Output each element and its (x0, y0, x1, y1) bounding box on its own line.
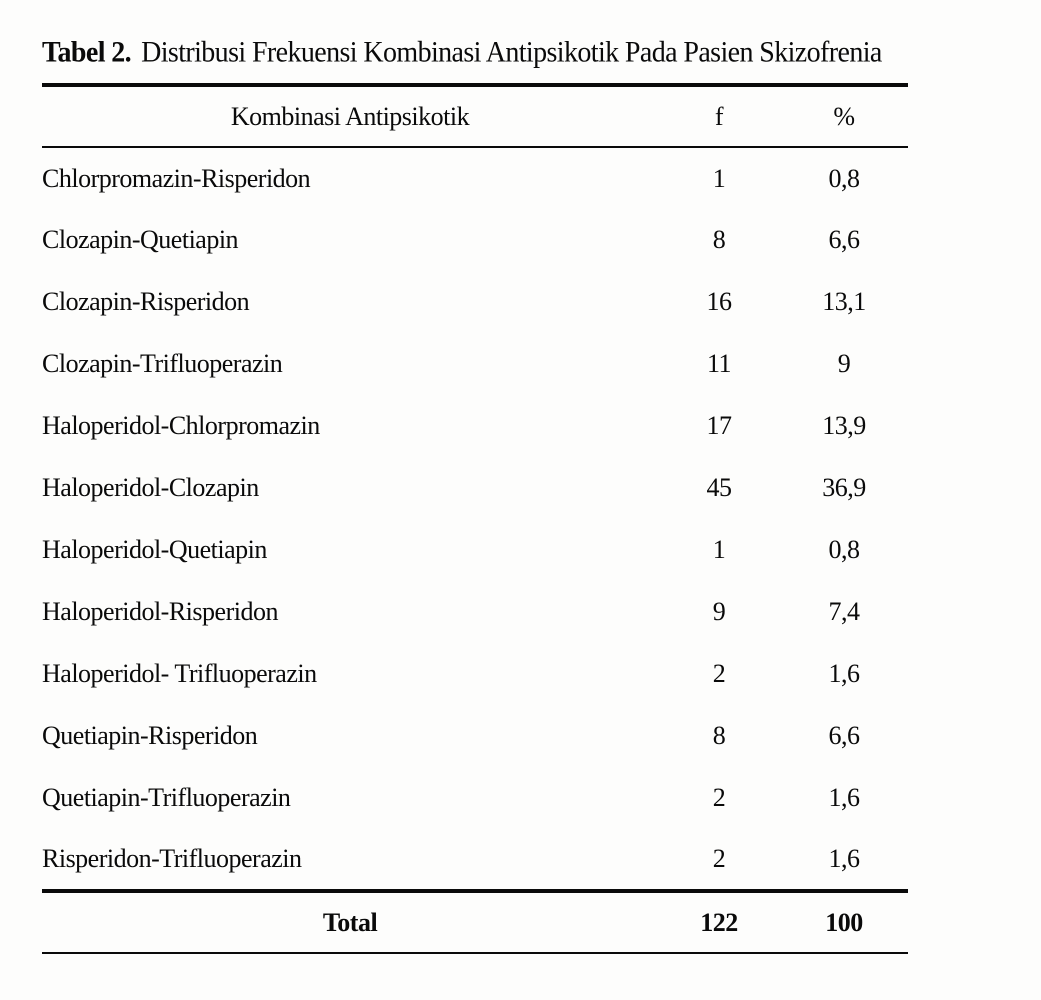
table-row: Chlorpromazin-Risperidon 1 0,8 (42, 147, 908, 209)
combination-cell: Haloperidol-Clozapin (42, 473, 259, 502)
percent-cell: 7,4 (828, 597, 861, 626)
percent-cell: 9 (837, 349, 851, 378)
frequency-cell: 2 (712, 783, 726, 812)
total-percent-cell: 100 (825, 907, 863, 937)
combination-cell: Clozapin-Trifluoperazin (42, 349, 283, 378)
frequency-cell: 45 (706, 473, 733, 502)
column-header-percent: % (833, 101, 855, 131)
frequency-cell: 11 (706, 349, 732, 378)
frequency-cell: 17 (706, 411, 733, 440)
table-row: Haloperidol- Trifluoperazin 2 1,6 (42, 643, 908, 705)
combination-cell: Haloperidol-Chlorpromazin (42, 411, 320, 440)
column-header-frequency: f (714, 101, 724, 131)
table-caption-label: Tabel 2. (42, 36, 132, 69)
percent-cell: 6,6 (828, 721, 861, 750)
frequency-cell: 2 (712, 659, 726, 688)
table-row: Haloperidol-Quetiapin 1 0,8 (42, 519, 908, 581)
column-header-combination: Kombinasi Antipsikotik (230, 101, 470, 131)
combination-cell: Quetiapin-Risperidon (42, 721, 258, 750)
table-row: Clozapin-Quetiapin 8 6,6 (42, 209, 908, 271)
frequency-cell: 9 (712, 597, 726, 626)
total-row: Total 122 100 (42, 891, 908, 953)
frequency-cell: 16 (706, 287, 733, 316)
combination-cell: Chlorpromazin-Risperidon (42, 163, 311, 193)
frequency-cell: 8 (712, 721, 726, 750)
frequency-cell: 8 (712, 225, 726, 254)
table-row: Haloperidol-Risperidon 9 7,4 (42, 581, 908, 643)
combination-cell: Haloperidol-Quetiapin (42, 535, 267, 564)
percent-cell: 0,8 (828, 535, 861, 564)
combination-cell: Quetiapin-Trifluoperazin (42, 783, 291, 812)
table-row: Haloperidol-Chlorpromazin 17 13,9 (42, 395, 908, 457)
table-row: Quetiapin-Trifluoperazin 2 1,6 (42, 767, 908, 829)
percent-cell: 6,6 (828, 225, 861, 254)
total-frequency-cell: 122 (700, 907, 738, 937)
percent-cell: 0,8 (828, 163, 861, 193)
percent-cell: 1,6 (828, 783, 861, 812)
frequency-table: Kombinasi Antipsikotik f % Chlorpromazin… (42, 83, 908, 954)
table-row: Risperidon-Trifluoperazin 2 1,6 (42, 829, 908, 891)
header-row: Kombinasi Antipsikotik f % (42, 85, 908, 147)
table-row: Clozapin-Trifluoperazin 11 9 (42, 333, 908, 395)
combination-cell: Risperidon-Trifluoperazin (42, 844, 302, 873)
combination-cell: Haloperidol-Risperidon (42, 597, 278, 626)
total-label-cell: Total (322, 907, 378, 937)
frequency-cell: 1 (712, 163, 726, 193)
percent-cell: 36,9 (822, 473, 866, 502)
percent-cell: 13,9 (822, 411, 866, 440)
table-row: Haloperidol-Clozapin 45 36,9 (42, 457, 908, 519)
frequency-cell: 1 (712, 535, 726, 564)
combination-cell: Clozapin-Risperidon (42, 287, 250, 316)
percent-cell: 1,6 (828, 844, 861, 873)
combination-cell: Clozapin-Quetiapin (42, 225, 239, 254)
table-caption: Tabel 2. Distribusi Frekuensi Kombinasi A… (42, 36, 1041, 70)
combination-cell: Haloperidol- Trifluoperazin (42, 659, 317, 688)
table-caption-text: Distribusi Frekuensi Kombinasi Antipsiko… (141, 36, 882, 69)
percent-cell: 13,1 (822, 287, 866, 316)
frequency-cell: 2 (712, 844, 726, 873)
percent-cell: 1,6 (828, 659, 861, 688)
table-row: Clozapin-Risperidon 16 13,1 (42, 271, 908, 333)
table-row: Quetiapin-Risperidon 8 6,6 (42, 705, 908, 767)
